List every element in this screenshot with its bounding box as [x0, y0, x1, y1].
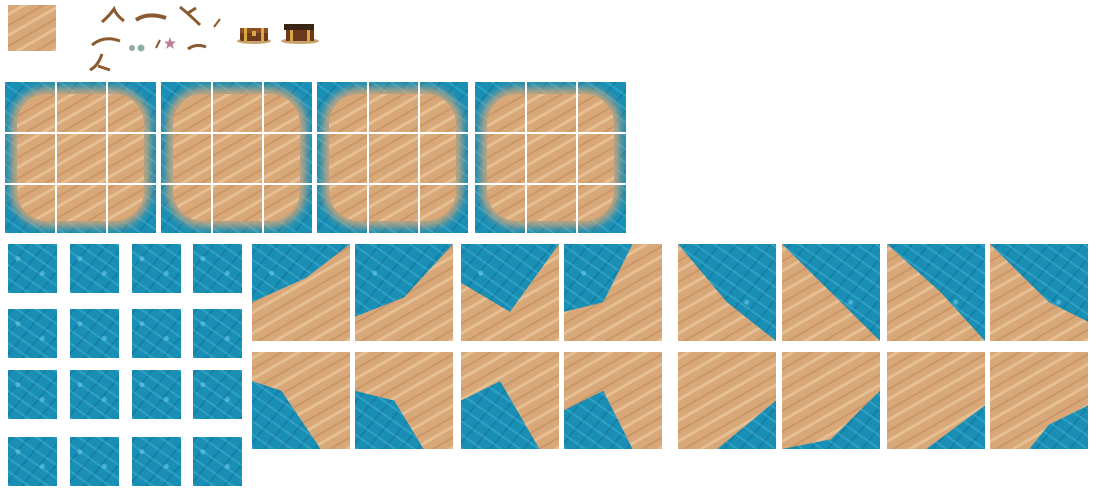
grid-line-horizontal [317, 183, 468, 185]
grid-line-horizontal [5, 132, 156, 134]
shore-tile[interactable] [564, 244, 662, 341]
driftwood-small-icon[interactable] [186, 36, 208, 55]
sand-tile[interactable] [8, 5, 56, 51]
water-tile[interactable] [70, 309, 119, 358]
shore-tile[interactable] [252, 352, 350, 449]
shore-tile[interactable] [355, 244, 453, 341]
shore-sand [564, 244, 662, 341]
water-tile[interactable] [193, 437, 242, 486]
shore-sand [990, 244, 1088, 341]
water-tile[interactable] [132, 244, 181, 293]
grid-line-vertical [262, 82, 264, 233]
shore-sand [355, 244, 453, 341]
water-tile[interactable] [70, 370, 119, 419]
grid-line-horizontal [161, 132, 312, 134]
grid-line-vertical [367, 82, 369, 233]
shore-sand [564, 352, 662, 449]
shore-tile[interactable] [887, 352, 985, 449]
grid-line-vertical [576, 82, 578, 233]
water-tile[interactable] [193, 370, 242, 419]
driftwood-curved-icon[interactable] [90, 32, 122, 51]
shore-tile[interactable] [461, 244, 559, 341]
shore-tile[interactable] [782, 352, 880, 449]
island-sand [17, 94, 144, 221]
shore-tile[interactable] [564, 352, 662, 449]
shore-sand [252, 352, 350, 449]
seashell-icon[interactable] [128, 38, 150, 57]
water-tile[interactable] [193, 309, 242, 358]
driftwood-root-icon[interactable] [88, 52, 112, 76]
grid-line-vertical [525, 82, 527, 233]
shore-sand [355, 352, 453, 449]
shore-tile[interactable] [461, 352, 559, 449]
shore-tile[interactable] [887, 244, 985, 341]
shore-sand [678, 244, 776, 341]
driftwood-log-icon[interactable] [134, 9, 168, 28]
shore-sand [887, 244, 985, 341]
shore-tile[interactable] [990, 352, 1088, 449]
island-sand [487, 94, 614, 221]
shore-tile[interactable] [252, 244, 350, 341]
island-sand [173, 94, 300, 221]
water-tile[interactable] [132, 437, 181, 486]
grid-line-horizontal [475, 183, 626, 185]
shore-sand [252, 244, 350, 341]
water-tile[interactable] [70, 244, 119, 293]
water-tile[interactable] [8, 437, 57, 486]
treasure-chest-closed-icon[interactable] [236, 22, 272, 48]
water-tile[interactable] [8, 370, 57, 419]
shore-tile[interactable] [678, 352, 776, 449]
driftwood-branch-icon[interactable] [100, 5, 126, 29]
shore-sand [678, 352, 776, 449]
water-tile[interactable] [132, 309, 181, 358]
water-tile[interactable] [8, 309, 57, 358]
driftwood-stick-icon[interactable] [212, 14, 222, 33]
island-tileset-4[interactable] [475, 82, 626, 233]
shore-sand [461, 352, 559, 449]
island-tileset-1[interactable] [5, 82, 156, 233]
grid-line-horizontal [5, 183, 156, 185]
grid-line-vertical [106, 82, 108, 233]
shore-tile[interactable] [782, 244, 880, 341]
driftwood-twig-icon[interactable] [178, 5, 202, 31]
island-sand [329, 94, 456, 221]
driftwood-sliver-icon[interactable] [154, 35, 162, 54]
shore-sand [990, 352, 1088, 449]
treasure-chest-open-icon[interactable] [280, 22, 320, 48]
grid-line-vertical [211, 82, 213, 233]
shore-sand [782, 352, 880, 449]
island-tileset-2[interactable] [161, 82, 312, 233]
grid-line-vertical [418, 82, 420, 233]
water-tile[interactable] [132, 370, 181, 419]
water-tile[interactable] [70, 437, 119, 486]
starfish-icon[interactable] [164, 34, 176, 53]
shore-sand [461, 244, 559, 341]
water-tile[interactable] [8, 244, 57, 293]
grid-line-horizontal [475, 132, 626, 134]
water-tile[interactable] [193, 244, 242, 293]
island-tileset-3[interactable] [317, 82, 468, 233]
grid-line-vertical [55, 82, 57, 233]
shore-tile[interactable] [355, 352, 453, 449]
shore-sand [887, 352, 985, 449]
shore-sand [782, 244, 880, 341]
grid-line-horizontal [161, 183, 312, 185]
shore-tile[interactable] [990, 244, 1088, 341]
grid-line-horizontal [317, 132, 468, 134]
shore-tile[interactable] [678, 244, 776, 341]
